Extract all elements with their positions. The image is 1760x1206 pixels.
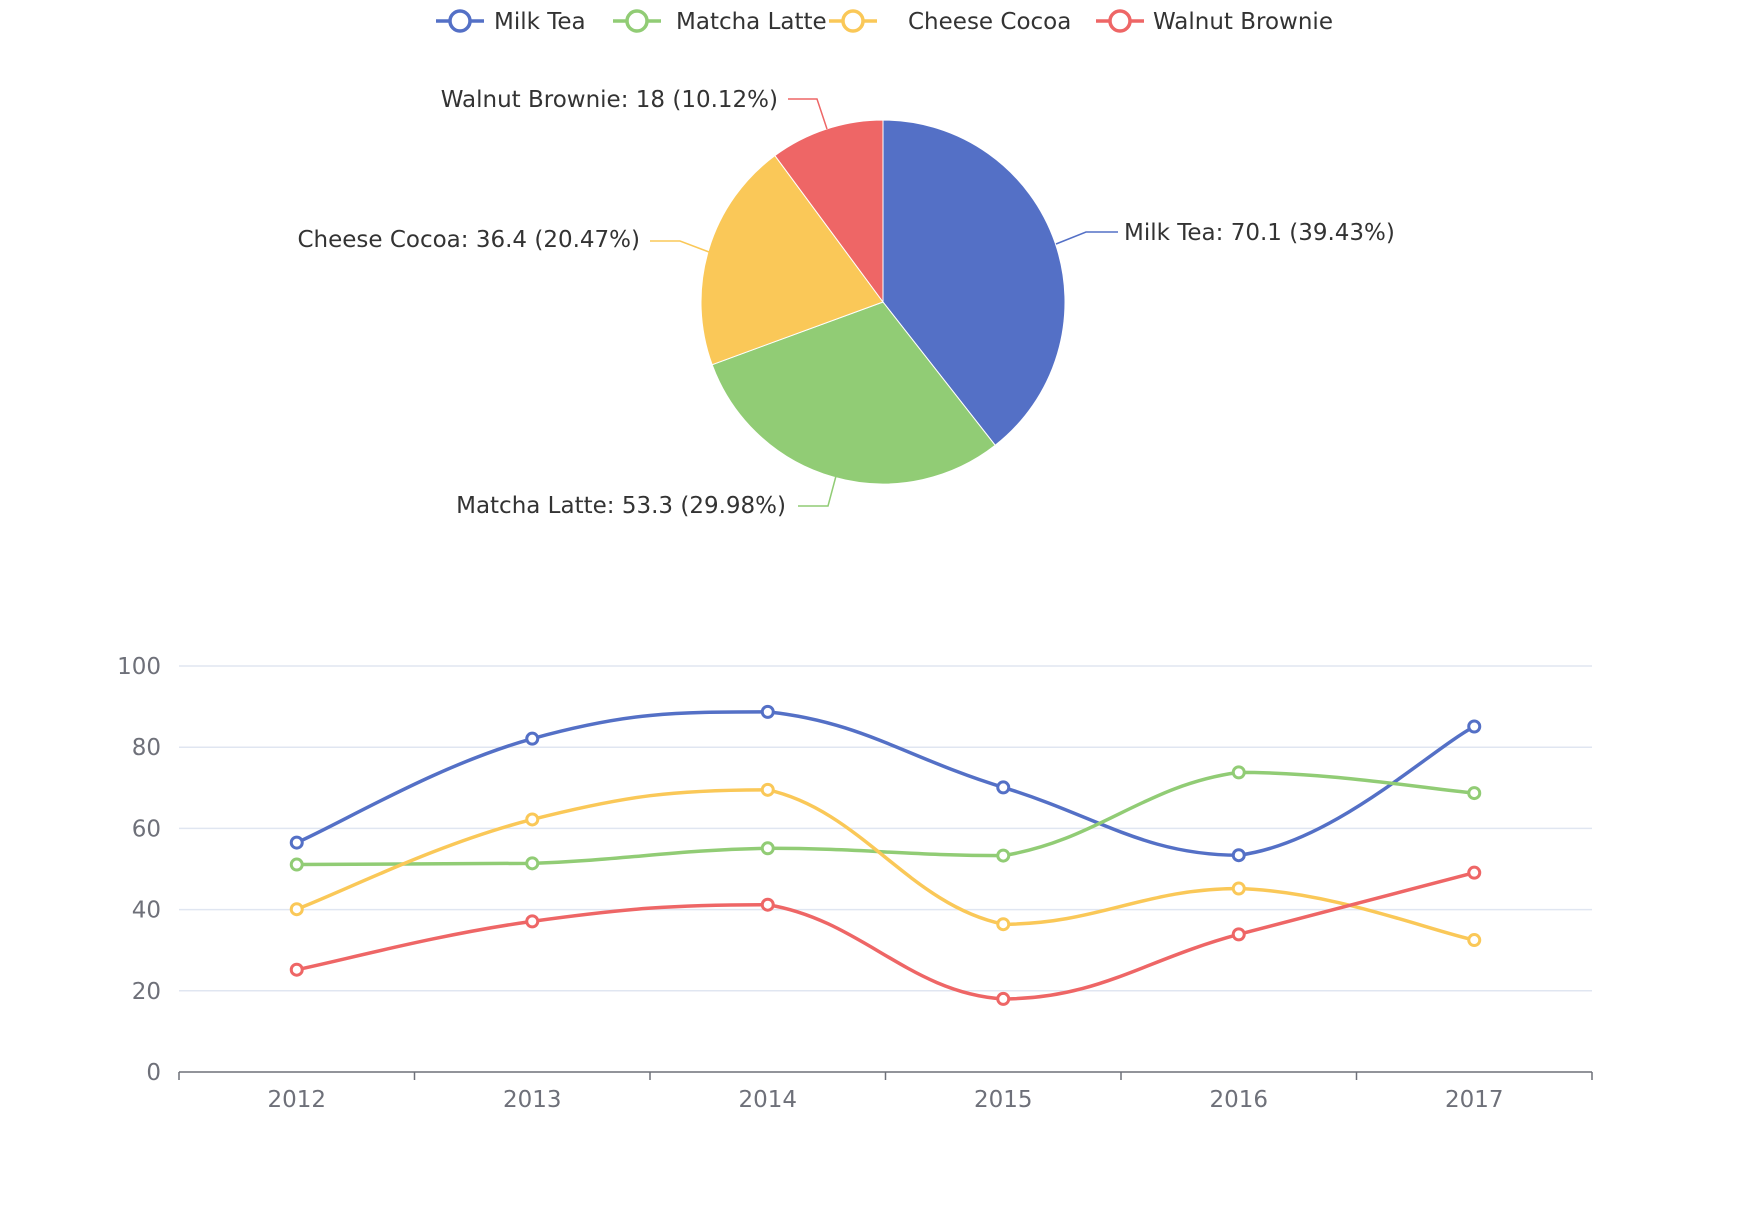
y-tick-label-80: 80 [132, 735, 161, 761]
series-cheese-cocoa [289, 782, 1482, 948]
data-point-matcha-latte-2016[interactable] [1231, 765, 1246, 780]
legend-marker-walnut-brownie [1108, 9, 1132, 33]
pie-label-milk-tea: Milk Tea: 70.1 (39.43%) [1124, 220, 1395, 246]
pie-label-line-walnut-brownie [788, 98, 828, 130]
x-tick-label-2017: 2017 [1445, 1087, 1504, 1113]
data-point-milk-tea-2012[interactable] [289, 835, 304, 850]
series-line-matcha-latte [296, 770, 1475, 867]
data-point-walnut-brownie-2012[interactable] [289, 962, 304, 977]
pie-slice-walnut-brownie[interactable] [774, 119, 884, 304]
legend-marker-cheese-cocoa [841, 9, 865, 33]
series-line-milk-tea [296, 710, 1476, 857]
y-tick-label-60: 60 [132, 816, 161, 842]
data-point-cheese-cocoa-2014[interactable] [760, 782, 775, 797]
x-tick-label-2012: 2012 [267, 1087, 326, 1113]
data-point-cheese-cocoa-2013[interactable] [525, 812, 540, 827]
line-chart: 0 20 40 60 80 100 2012 2013 2014 2015 2016 2017 [117, 654, 1593, 1113]
legend-label-cheese-cocoa: Cheese Cocoa [908, 9, 1071, 35]
data-point-milk-tea-2015[interactable] [996, 780, 1011, 795]
x-tick-label-2014: 2014 [738, 1087, 797, 1113]
data-point-milk-tea-2013[interactable] [525, 731, 540, 746]
data-point-cheese-cocoa-2012[interactable] [289, 902, 304, 917]
data-point-cheese-cocoa-2017[interactable] [1467, 933, 1482, 948]
x-tick-label-2016: 2016 [1209, 1087, 1268, 1113]
series-walnut-brownie [289, 865, 1482, 1006]
axes: 0 20 40 60 80 100 2012 2013 2014 2015 2016 2017 [117, 654, 1593, 1113]
pie-label-matcha-latte: Matcha Latte: 53.3 (29.98%) [456, 493, 786, 519]
legend-marker-matcha-latte [625, 9, 649, 33]
data-point-walnut-brownie-2017[interactable] [1467, 865, 1482, 880]
pie-label-walnut-brownie: Walnut Brownie: 18 (10.12%) [441, 87, 778, 113]
data-point-cheese-cocoa-2016[interactable] [1231, 881, 1246, 896]
y-grid-lines [179, 665, 1592, 992]
y-tick-label-20: 20 [132, 979, 161, 1005]
pie-label-line-cheese-cocoa [650, 240, 710, 253]
data-point-matcha-latte-2012[interactable] [289, 857, 304, 872]
pie-label-line-milk-tea [1055, 231, 1118, 245]
data-point-matcha-latte-2015[interactable] [996, 848, 1011, 863]
pie-label-cheese-cocoa: Cheese Cocoa: 36.4 (20.47%) [297, 227, 640, 253]
legend-label-milk-tea: Milk Tea [494, 9, 586, 35]
legend-label-matcha-latte: Matcha Latte [676, 9, 827, 35]
legend-item-milk-tea[interactable]: Milk Tea [436, 9, 586, 35]
data-point-walnut-brownie-2016[interactable] [1231, 927, 1246, 942]
data-point-walnut-brownie-2015[interactable] [996, 991, 1011, 1006]
y-tick-label-40: 40 [132, 898, 161, 924]
pie-label-line-matcha-latte [798, 475, 837, 507]
legend: Milk Tea Matcha Latte Cheese Cocoa Walnut B… [436, 9, 1333, 35]
data-point-milk-tea-2014[interactable] [760, 704, 775, 719]
data-point-walnut-brownie-2014[interactable] [760, 897, 775, 912]
pie-slice-milk-tea[interactable] [882, 119, 1066, 446]
series-line-cheese-cocoa [296, 788, 1475, 942]
data-point-matcha-latte-2013[interactable] [525, 856, 540, 871]
data-point-matcha-latte-2014[interactable] [760, 841, 775, 856]
legend-label-walnut-brownie: Walnut Brownie [1153, 9, 1333, 35]
data-point-walnut-brownie-2013[interactable] [525, 914, 540, 929]
data-point-milk-tea-2016[interactable] [1231, 848, 1246, 863]
pie-slice-cheese-cocoa[interactable] [700, 154, 884, 366]
pie-chart: Milk Tea: 70.1 (39.43%) Matcha Latte: 53.… [297, 87, 1394, 519]
series-line-walnut-brownie [296, 870, 1475, 1001]
series-matcha-latte [289, 765, 1482, 872]
line-series [289, 704, 1482, 1006]
legend-item-cheese-cocoa[interactable]: Cheese Cocoa [829, 9, 1071, 35]
pie-slice-matcha-latte[interactable] [711, 301, 996, 485]
legend-item-walnut-brownie[interactable]: Walnut Brownie [1096, 9, 1333, 35]
y-tick-label-0: 0 [146, 1060, 161, 1086]
data-point-cheese-cocoa-2015[interactable] [996, 917, 1011, 932]
y-tick-label-100: 100 [117, 654, 161, 680]
x-tick-label-2013: 2013 [503, 1087, 562, 1113]
legend-item-matcha-latte[interactable]: Matcha Latte [613, 9, 827, 35]
data-point-matcha-latte-2017[interactable] [1467, 786, 1482, 801]
data-point-milk-tea-2017[interactable] [1467, 719, 1482, 734]
legend-marker-milk-tea [448, 9, 472, 33]
x-tick-label-2015: 2015 [974, 1087, 1033, 1113]
series-milk-tea [289, 704, 1482, 863]
